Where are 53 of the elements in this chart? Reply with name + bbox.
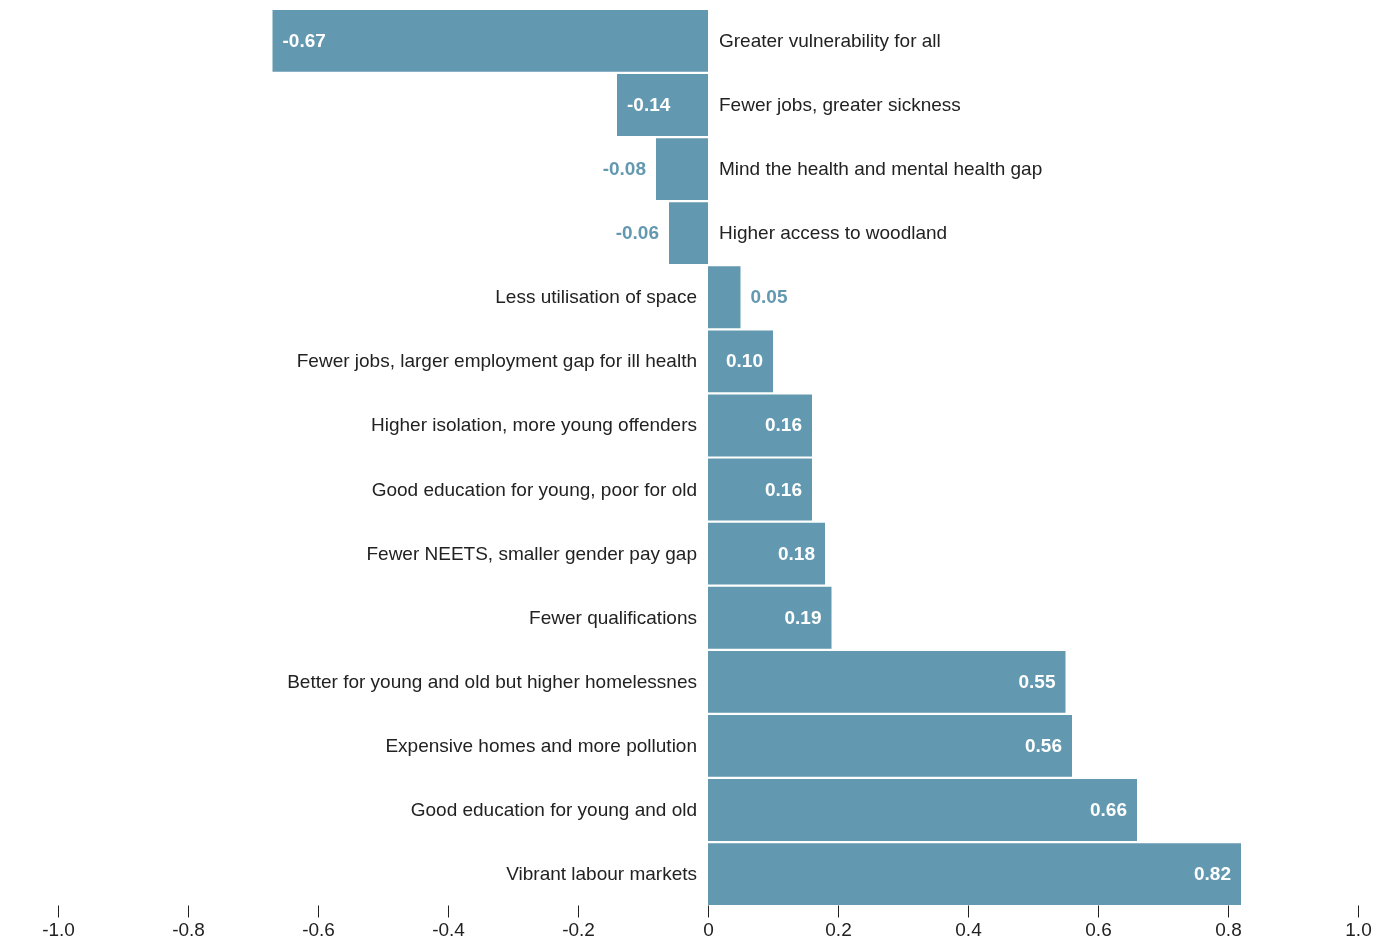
- data-label: -0.67: [282, 29, 326, 51]
- y-tick-label: Less utilisation of space: [495, 286, 697, 308]
- y-tick-label: Good education for young and old: [410, 798, 697, 820]
- data-label: 0.56: [1025, 734, 1062, 756]
- data-label: 0.55: [1018, 670, 1056, 692]
- x-tick-label: -0.4: [432, 918, 466, 940]
- data-label: 0.82: [1194, 863, 1231, 885]
- x-tick-label: -0.2: [562, 918, 595, 940]
- bar: [708, 394, 812, 457]
- data-label: 0.18: [778, 542, 815, 564]
- data-label: -0.14: [627, 94, 671, 116]
- y-tick-label: Fewer NEETS, smaller gender pay gap: [366, 542, 697, 564]
- bar: [708, 330, 773, 393]
- data-label: 0.10: [726, 350, 763, 372]
- data-label: 0.16: [765, 478, 802, 500]
- bar: [708, 650, 1066, 713]
- bar: [656, 138, 708, 201]
- bar: [669, 202, 708, 265]
- y-tick-label: Mind the health and mental health gap: [719, 158, 1043, 180]
- x-tick-label: 1.0: [1345, 918, 1372, 940]
- data-label: 0.66: [1090, 798, 1127, 820]
- y-tick-label: Good education for young, poor for old: [371, 478, 697, 500]
- x-tick-label: 0.8: [1215, 918, 1242, 940]
- x-tick-label: 0: [703, 918, 714, 940]
- bar: [272, 10, 708, 72]
- x-tick-label: 0.2: [825, 918, 852, 940]
- data-label: 0.19: [784, 606, 822, 628]
- y-tick-label: Fewer qualifications: [529, 606, 697, 628]
- bar: [617, 74, 708, 136]
- y-tick-label: Vibrant labour markets: [506, 863, 697, 885]
- x-tick-label: -0.8: [172, 918, 205, 940]
- x-tick-label: -0.6: [302, 918, 335, 940]
- bar: [708, 843, 1241, 905]
- y-tick-label: Expensive homes and more pollution: [385, 734, 697, 756]
- y-tick-label: Higher isolation, more young offenders: [370, 414, 697, 436]
- y-tick-label: Higher access to woodland: [719, 222, 948, 244]
- bar: [708, 779, 1137, 841]
- x-tick-label: 0.4: [955, 918, 983, 940]
- y-tick-label: Better for young and old but higher homelessnes: [287, 670, 697, 692]
- bar: [708, 266, 741, 329]
- x-tick-label: 0.6: [1085, 918, 1112, 940]
- bar: [708, 522, 825, 585]
- y-tick-label: Fewer jobs, larger employment gap for ill health: [296, 350, 697, 372]
- data-label: -0.06: [615, 222, 659, 244]
- bar: [708, 458, 812, 521]
- bar: [708, 714, 1072, 777]
- y-tick-label: Fewer jobs, greater sickness: [719, 94, 961, 116]
- data-label: 0.05: [750, 286, 788, 308]
- data-label: -0.08: [602, 158, 646, 180]
- x-tick-label: -1.0: [42, 918, 75, 940]
- y-tick-label: Greater vulnerability for all: [719, 29, 941, 51]
- bar: [708, 586, 832, 649]
- data-label: 0.16: [765, 414, 802, 436]
